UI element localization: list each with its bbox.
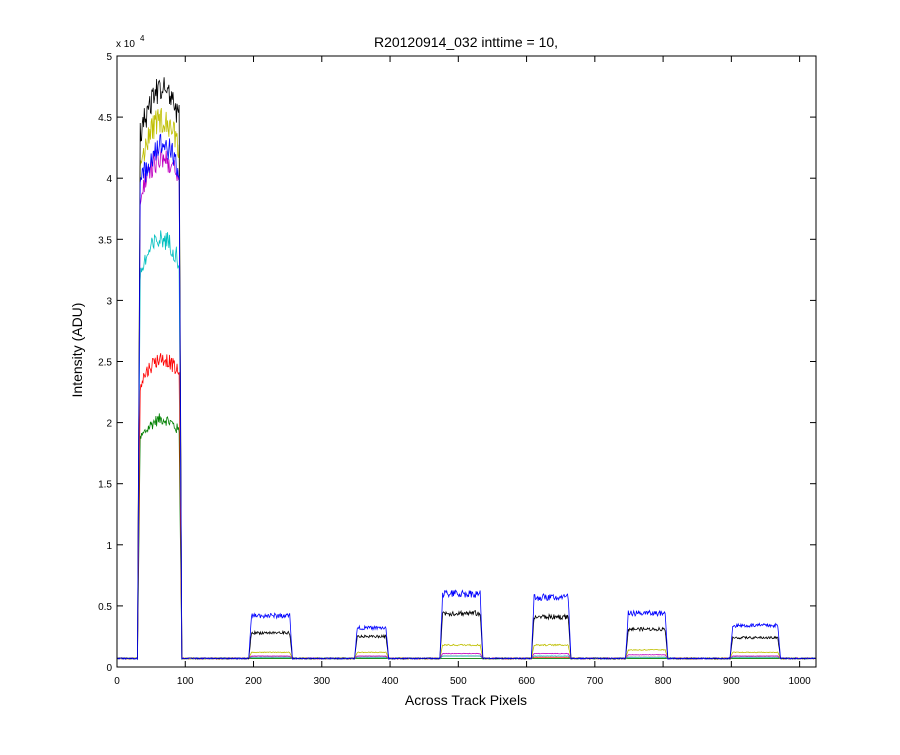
- series-line: [116, 107, 816, 660]
- series-line: [116, 147, 816, 660]
- y-exponent-label: x 10: [116, 39, 135, 50]
- y-tick-label: 2.5: [98, 358, 112, 369]
- y-tick-label: 1: [106, 541, 112, 552]
- series-line: [116, 230, 816, 661]
- x-tick-label: 900: [723, 676, 740, 687]
- x-axis-label: Across Track Pixels: [405, 692, 527, 708]
- y-tick-label: 0.5: [98, 602, 112, 613]
- y-tick-label: 3: [106, 296, 112, 307]
- y-tick-label: 0: [106, 663, 112, 674]
- x-tick-label: 0: [114, 676, 120, 687]
- y-tick-label: 1.5: [98, 480, 112, 491]
- x-tick-label: 700: [586, 676, 603, 687]
- y-axis-label: Intensity (ADU): [69, 303, 85, 398]
- series-line: [116, 77, 816, 661]
- x-tick-label: 100: [177, 676, 194, 687]
- x-tick-label: 300: [313, 676, 330, 687]
- series-line: [116, 353, 816, 660]
- x-tick-label: 400: [382, 676, 399, 687]
- y-tick-label: 5: [106, 52, 112, 63]
- chart-title: R20120914_032 inttime = 10,: [374, 34, 558, 50]
- x-tick-label: 800: [655, 676, 672, 687]
- series-line: [116, 133, 816, 661]
- axes-box: [116, 55, 817, 668]
- x-axis-ticks: 0 100 200 300 400 500 600 700 800 900 1000: [114, 56, 811, 687]
- x-tick-label: 200: [245, 676, 262, 687]
- series-lines: [116, 77, 816, 661]
- x-tick-label: 1000: [788, 676, 811, 687]
- y-tick-label: 4: [106, 174, 112, 185]
- y-axis-ticks: 0 0.5 1 1.5 2 2.5 3 3.5 4 4.5 5: [98, 52, 816, 674]
- y-tick-label: 4.5: [98, 113, 112, 124]
- series-line: [116, 413, 816, 660]
- y-exponent-power: 4: [140, 34, 145, 43]
- y-tick-label: 2: [106, 419, 112, 430]
- x-tick-label: 500: [450, 676, 467, 687]
- y-tick-label: 3.5: [98, 235, 112, 246]
- x-tick-label: 600: [518, 676, 535, 687]
